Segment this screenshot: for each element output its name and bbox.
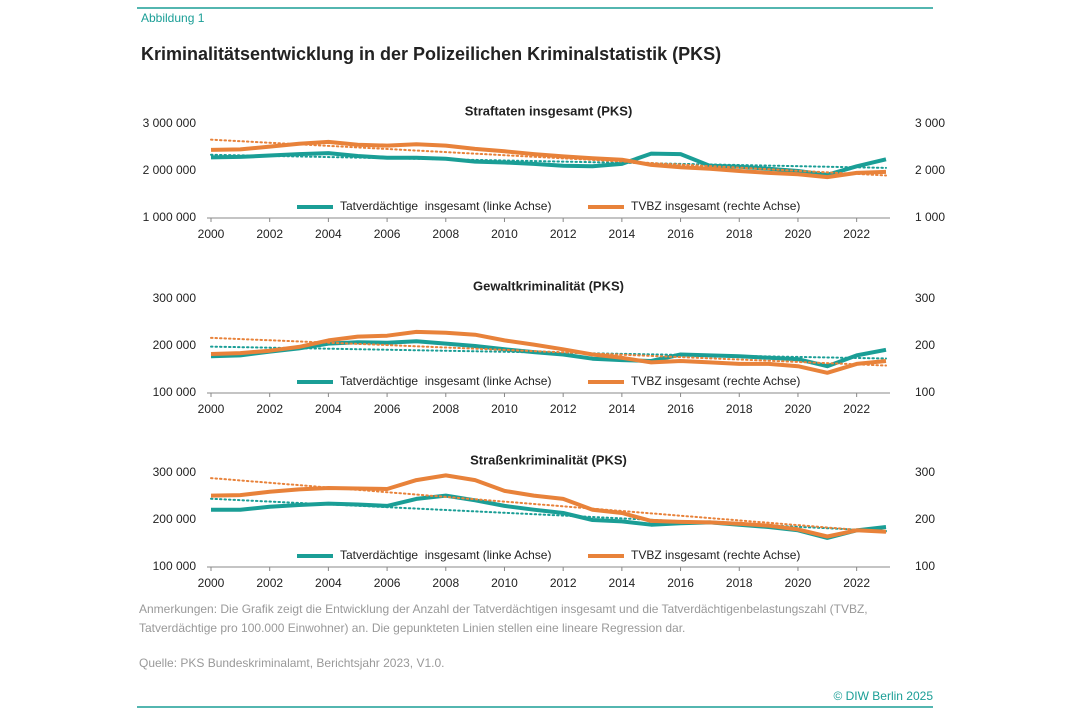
y-tick-label: 2 000 000 (143, 163, 197, 177)
x-tick-label: 2012 (550, 576, 577, 590)
x-tick-label: 2002 (256, 576, 283, 590)
chart-title: Gewaltkriminalität (PKS) (473, 278, 624, 293)
y2-tick-label: 300 (915, 291, 935, 305)
x-tick-label: 2018 (726, 402, 753, 416)
x-tick-label: 2016 (667, 576, 694, 590)
x-tick-label: 2000 (198, 227, 225, 241)
x-tick-label: 2022 (843, 402, 870, 416)
x-tick-label: 2004 (315, 227, 342, 241)
y-tick-label: 300 000 (153, 291, 197, 305)
legend-label: Tatverdächtige insgesamt (linke Achse) (340, 374, 551, 388)
copyright: © DIW Berlin 2025 (833, 689, 933, 703)
x-tick-label: 2000 (198, 402, 225, 416)
y-tick-label: 300 000 (153, 465, 197, 479)
x-tick-label: 2018 (726, 227, 753, 241)
chart-title: Straftaten insgesamt (PKS) (465, 103, 633, 118)
x-tick-label: 2002 (256, 402, 283, 416)
y2-tick-label: 100 (915, 559, 935, 573)
x-tick-label: 2010 (491, 402, 518, 416)
legend-label: Tatverdächtige insgesamt (linke Achse) (340, 199, 551, 213)
x-tick-label: 2004 (315, 402, 342, 416)
series-line (210, 473, 887, 539)
x-tick-label: 2022 (843, 227, 870, 241)
x-tick-label: 2008 (432, 402, 459, 416)
y2-tick-label: 200 (915, 512, 935, 526)
x-tick-label: 2010 (491, 227, 518, 241)
x-tick-label: 2022 (843, 576, 870, 590)
legend-label: TVBZ insgesamt (rechte Achse) (631, 548, 800, 562)
legend-label: Tatverdächtige insgesamt (linke Achse) (340, 548, 551, 562)
y2-tick-label: 300 (915, 465, 935, 479)
y-tick-label: 1 000 000 (143, 210, 197, 224)
y2-tick-label: 1 000 (915, 210, 945, 224)
x-tick-label: 2014 (609, 576, 636, 590)
y-tick-label: 200 000 (153, 512, 197, 526)
legend-label: TVBZ insgesamt (rechte Achse) (631, 374, 800, 388)
x-tick-label: 2018 (726, 576, 753, 590)
x-tick-label: 2020 (785, 227, 812, 241)
y2-tick-label: 2 000 (915, 163, 945, 177)
x-tick-label: 2012 (550, 402, 577, 416)
figure-label: Abbildung 1 (141, 11, 205, 25)
x-tick-label: 2008 (432, 576, 459, 590)
y2-tick-label: 200 (915, 338, 935, 352)
y2-tick-label: 3 000 (915, 116, 945, 130)
x-tick-label: 2002 (256, 227, 283, 241)
trend-line (210, 138, 887, 177)
x-tick-label: 2020 (785, 402, 812, 416)
notes: Anmerkungen: Die Grafik zeigt die Entwic… (139, 602, 868, 635)
x-tick-label: 2014 (609, 227, 636, 241)
source: Quelle: PKS Bundeskriminalamt, Berichtsj… (139, 656, 445, 670)
series-line (210, 329, 887, 375)
x-tick-label: 2012 (550, 227, 577, 241)
x-tick-label: 2008 (432, 227, 459, 241)
x-tick-label: 2006 (374, 576, 401, 590)
trend-line (210, 153, 887, 169)
x-tick-label: 2016 (667, 227, 694, 241)
series-line (211, 493, 887, 540)
legend-label: TVBZ insgesamt (rechte Achse) (631, 199, 800, 213)
x-tick-label: 2006 (374, 402, 401, 416)
x-tick-label: 2014 (609, 402, 636, 416)
series-line (210, 139, 887, 180)
x-tick-label: 2006 (374, 227, 401, 241)
series-line (210, 339, 887, 369)
chart-title: Straßenkriminalität (PKS) (470, 452, 627, 467)
x-tick-label: 2010 (491, 576, 518, 590)
x-tick-label: 2000 (198, 576, 225, 590)
x-tick-label: 2020 (785, 576, 812, 590)
x-tick-label: 2016 (667, 402, 694, 416)
y-tick-label: 100 000 (153, 559, 197, 573)
x-tick-label: 2004 (315, 576, 342, 590)
y-tick-label: 100 000 (153, 385, 197, 399)
y2-tick-label: 100 (915, 385, 935, 399)
figure-title: Kriminalitätsentwicklung in der Polizeil… (141, 44, 721, 64)
y-tick-label: 200 000 (153, 338, 197, 352)
y-tick-label: 3 000 000 (143, 116, 197, 130)
